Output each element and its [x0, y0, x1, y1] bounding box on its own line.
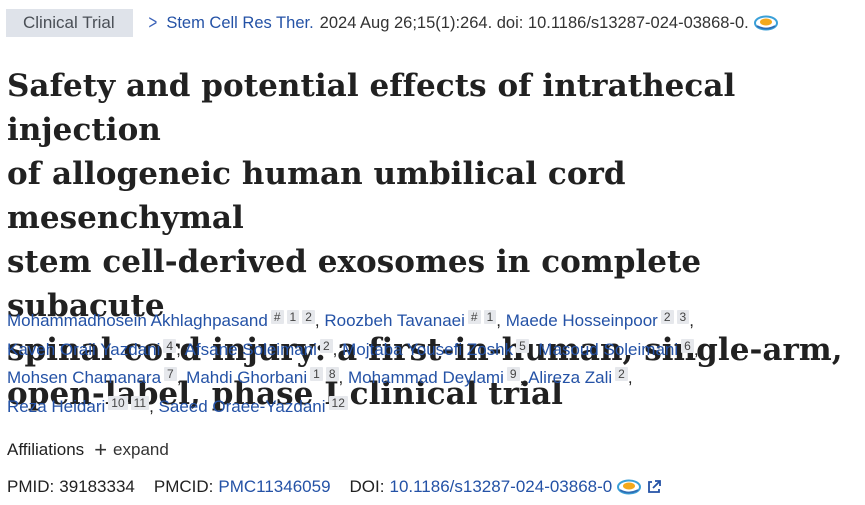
- affiliation-ref[interactable]: 7: [164, 367, 177, 381]
- affiliation-ref[interactable]: 2: [302, 310, 315, 324]
- doi-label: DOI:: [349, 477, 385, 496]
- article-title: Safety and potential effects of intrathe…: [7, 64, 857, 416]
- journal-link[interactable]: Stem Cell Res Ther.: [166, 13, 314, 32]
- author-link[interactable]: Roozbeh Tavanaei: [324, 311, 465, 330]
- affiliation-ref[interactable]: 3: [676, 310, 690, 324]
- affiliation-ref[interactable]: 5: [516, 338, 529, 353]
- author-link[interactable]: Mohsen Chamanara: [7, 368, 162, 387]
- title-line: of allogeneic human umbilical cord mesen…: [7, 156, 626, 236]
- affiliation-ref[interactable]: 8: [325, 367, 339, 381]
- pmcid-label: PMCID:: [153, 477, 214, 496]
- expand-label[interactable]: expand: [113, 440, 169, 459]
- citation-text: 2024 Aug 26;15(1):264. doi: 10.1186/s132…: [319, 13, 749, 32]
- plus-icon[interactable]: +: [94, 437, 108, 462]
- affiliation-ref[interactable]: 1: [310, 367, 323, 381]
- affiliation-ref[interactable]: 1: [286, 310, 300, 324]
- author-link[interactable]: Mohammad Deylami: [347, 368, 504, 387]
- title-line: Safety and potential effects of intrathe…: [7, 68, 736, 148]
- affiliation-ref[interactable]: 9: [506, 367, 520, 381]
- author-link[interactable]: Mahdi Ghorbani: [186, 368, 308, 387]
- external-link-icon[interactable]: [646, 479, 662, 495]
- author-link[interactable]: Reza Heidari: [7, 396, 106, 416]
- affiliation-ref[interactable]: 11: [130, 395, 150, 410]
- affiliation-ref[interactable]: 10: [108, 395, 128, 410]
- author-link[interactable]: Mohammadhosein Akhlaghpasand: [7, 311, 268, 330]
- free-full-text-icon[interactable]: [753, 14, 779, 32]
- author-link[interactable]: Masoud Soleimani: [538, 339, 679, 359]
- doi-link[interactable]: 10.1186/s13287-024-03868-0: [389, 477, 613, 496]
- title-line: open-label, phase I clinical trial: [7, 376, 563, 412]
- free-full-text-icon[interactable]: [616, 478, 642, 496]
- author-list: Mohammadhosein Akhlaghpasand #1 2, Roozbeh…: [7, 310, 699, 416]
- pmid-label: PMID:: [7, 477, 55, 496]
- article-type-badge: Clinical Trial: [6, 9, 133, 37]
- author-link[interactable]: Alireza Zali: [528, 368, 613, 387]
- title-line: stem cell-derived exosomes in complete s…: [7, 244, 702, 324]
- author-link[interactable]: Saeed Oraee-Yazdani: [158, 396, 326, 416]
- identifiers-row: PMID: 39183334 PMCID: PMC11346059 DOI: 1…: [7, 475, 662, 499]
- author-link[interactable]: Afsane Soleimani: [184, 339, 317, 359]
- author-link[interactable]: Mojtaba Yousefi Zoshk: [342, 339, 514, 359]
- citation-bar: Clinical Trial > Stem Cell Res Ther. 202…: [6, 9, 779, 37]
- author-link[interactable]: Maede Hosseinpoor: [505, 311, 658, 330]
- affiliation-ref[interactable]: 2: [660, 310, 674, 324]
- affiliation-ref[interactable]: 6: [681, 338, 694, 353]
- chevron-right-icon[interactable]: >: [148, 12, 157, 34]
- affiliations-toggle[interactable]: Affiliations + expand: [7, 438, 169, 462]
- affiliation-ref[interactable]: 4: [163, 338, 177, 353]
- equal-contribution-mark[interactable]: #: [270, 310, 284, 324]
- affiliation-ref[interactable]: 2: [615, 367, 628, 381]
- equal-contribution-mark[interactable]: #: [467, 310, 481, 324]
- affiliations-label: Affiliations: [7, 440, 85, 459]
- affiliation-ref[interactable]: 12: [328, 395, 348, 410]
- affiliation-ref[interactable]: 1: [483, 310, 497, 324]
- title-line: spinal cord injury: a first-in-human, si…: [7, 332, 843, 368]
- author-link[interactable]: Kaveh Oraii Yazdani: [7, 339, 161, 359]
- pmid-value: 39183334: [59, 477, 135, 496]
- affiliation-ref[interactable]: 2: [319, 338, 333, 353]
- pmcid-link[interactable]: PMC11346059: [218, 477, 331, 496]
